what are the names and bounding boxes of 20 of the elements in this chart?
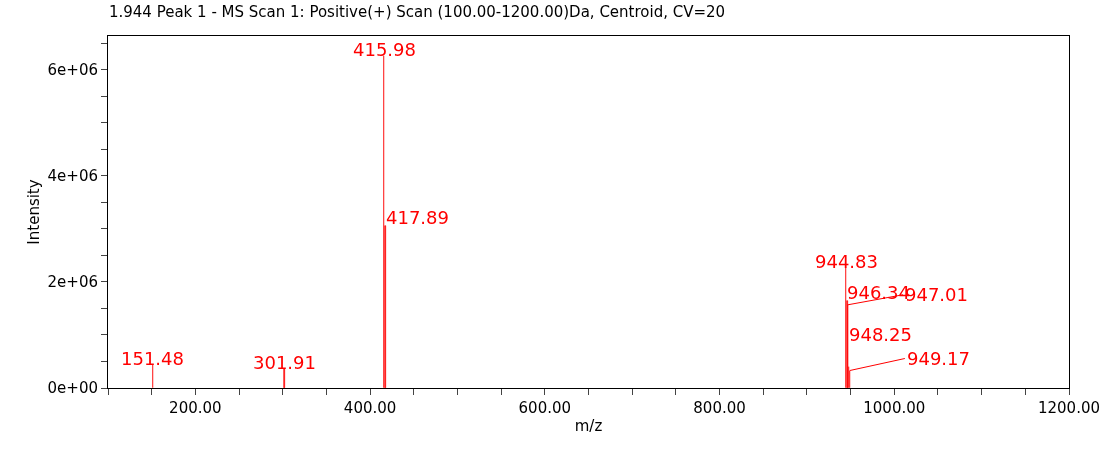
x-tick-label: 1200.00 [1037, 399, 1101, 417]
x-tick-label: 800.00 [693, 399, 746, 417]
chart-title: 1.944 Peak 1 - MS Scan 1: Positive(+) Scan (100.00-1200.00)Da, Centroid, CV=20 [108, 3, 726, 22]
annotation: 944.83 [815, 251, 878, 272]
y-tick-label: 2e+06 [47, 273, 98, 292]
annotation: 948.25 [849, 324, 912, 345]
x-tick-label: 1000.00 [863, 399, 926, 417]
annotation: 151.48 [121, 348, 184, 369]
y-tick-label: 4e+06 [47, 167, 98, 186]
y-tick-label: 0e+00 [47, 379, 98, 398]
annotation: 415.98 [353, 39, 416, 60]
x-tick-label: 600.00 [518, 399, 572, 417]
annotation: 949.17 [907, 348, 970, 369]
x-axis-title: m/z [574, 417, 603, 435]
x-tick-label: 200.00 [169, 399, 222, 417]
y-tick-label: 6e+06 [47, 61, 98, 80]
x-tick-label: 400.00 [343, 399, 397, 417]
annotation: 417.89 [386, 207, 449, 228]
y-axis-title: Intensity [24, 179, 43, 245]
annotation: 301.91 [253, 352, 316, 373]
